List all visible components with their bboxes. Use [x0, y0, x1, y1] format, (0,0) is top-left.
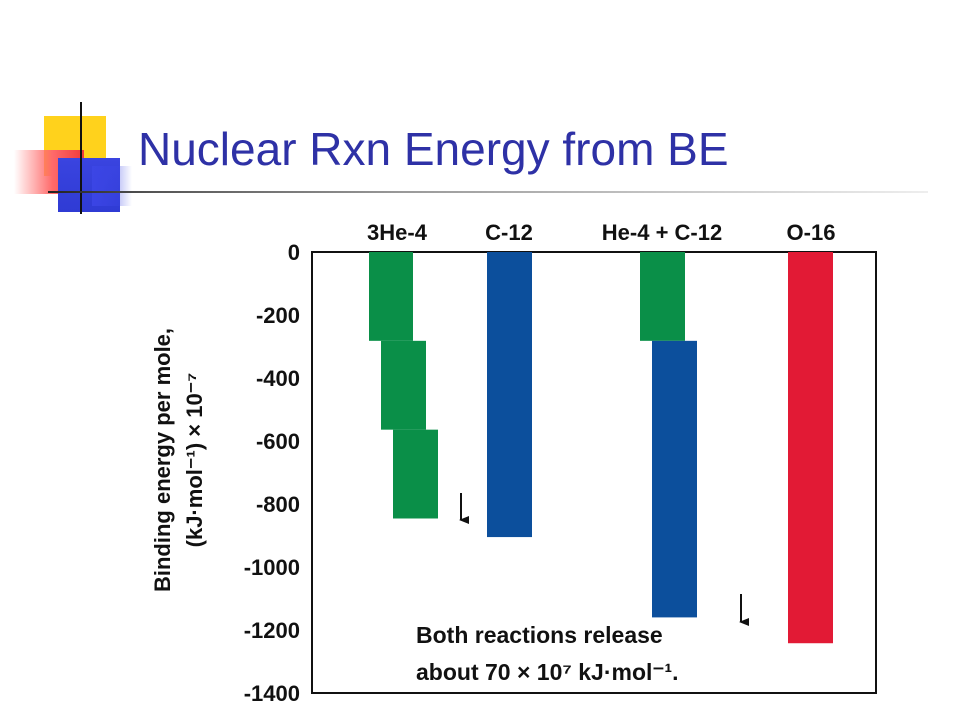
- bar-segment: [640, 252, 685, 341]
- plot-frame: [311, 251, 877, 694]
- y-axis-label-line1: Binding energy per mole,: [150, 328, 175, 592]
- decor-blue-fade: [92, 166, 132, 206]
- y-tick-label: -200: [256, 303, 300, 328]
- bar-segment: [487, 252, 532, 538]
- bar-segment: [393, 429, 438, 519]
- category-label: He-4 + C-12: [602, 220, 722, 245]
- decor-vertical-line: [80, 102, 82, 214]
- y-axis-label-line2: (kJ·mol⁻¹) × 10⁻⁷: [182, 373, 207, 548]
- y-tick-label: -800: [256, 492, 300, 517]
- y-tick-label: -1000: [244, 555, 300, 580]
- category-label: 3He-4: [367, 220, 428, 245]
- bar-segment: [369, 252, 413, 341]
- annotation-line2: about 70 × 10⁷ kJ·mol⁻¹.: [416, 659, 679, 685]
- y-tick-label: -400: [256, 366, 300, 391]
- bar-segment: [652, 340, 697, 618]
- annotation-line1: Both reactions release: [416, 622, 663, 648]
- category-label: C-12: [485, 220, 533, 245]
- y-tick-label: -1400: [244, 681, 300, 706]
- bar-segment: [381, 340, 426, 430]
- y-tick-label: -1200: [244, 618, 300, 643]
- slide-title: Nuclear Rxn Energy from BE: [138, 123, 729, 175]
- category-label: O-16: [787, 220, 836, 245]
- y-tick-label: 0: [288, 240, 300, 265]
- title-underline: [48, 191, 928, 193]
- bar-segment: [788, 252, 833, 644]
- y-tick-label: -600: [256, 429, 300, 454]
